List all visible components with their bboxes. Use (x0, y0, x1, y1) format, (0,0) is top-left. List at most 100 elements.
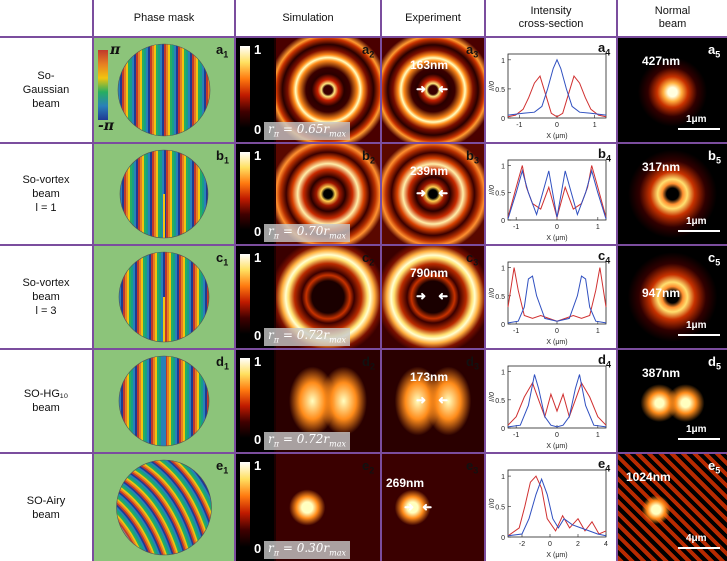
r-ratio-label-e: rπ = 0.30rmax (264, 541, 351, 559)
panel-label-b1: b1 (216, 148, 229, 166)
panel-label-b4: b4 (598, 146, 611, 164)
y-tick-label: 0 (501, 322, 505, 329)
panel-label-c5: c5 (708, 250, 721, 268)
x-tick-label: 1 (596, 432, 600, 439)
plot-frame (507, 261, 607, 325)
colorbar-top-b: 1 (254, 148, 262, 163)
normal-size-d: 387nm (642, 366, 681, 380)
row-label-b: So-vortex beam l = 1 (22, 174, 70, 214)
phase-top-label: π (110, 42, 121, 58)
header-experiment: Experiment (405, 11, 461, 24)
y-tick-label: 0.5 (495, 398, 505, 405)
y-tick-label: 1 (501, 474, 505, 481)
arrow-right-icon: ➜ (416, 82, 427, 96)
panel-label-a4: a4 (598, 40, 611, 58)
y-tick-label: 0 (501, 116, 505, 123)
intensity-chart-b4: 0 0.5 1 -1 0 1 I/I0 X (μm) (489, 159, 607, 242)
y-axis-label: I/I0 (489, 81, 496, 91)
intensity-chart-c4: 0 0.5 1 -1 0 1 I/I0 X (μm) (489, 261, 607, 346)
simulation-colorbar-e (240, 462, 250, 547)
grid-v2 (234, 0, 236, 561)
normal-beam-cell-d: d5 387nm 1μm (618, 350, 727, 452)
y-axis-label: I/I0 (489, 392, 496, 402)
scale-bar-b (678, 230, 720, 232)
experiment-cell-b: b3 239nm ➜ ➜ (382, 144, 484, 244)
header-simulation: Simulation (282, 11, 334, 24)
scale-bar-label-d: 1μm (686, 424, 707, 435)
x-axis-label: X (μm) (546, 443, 567, 450)
plot-frame (507, 469, 607, 538)
r-ratio-label-b: rπ = 0.70rmax (264, 224, 351, 242)
x-tick-label: 4 (604, 541, 608, 548)
y-axis-label: I/I0 (489, 185, 496, 195)
row-label-c: So-vortex beam l = 3 (22, 277, 70, 317)
simulation-colorbar-a (240, 46, 250, 128)
scale-bar-c (678, 334, 720, 336)
phase-mask-cell-c: c1 (94, 246, 234, 348)
experiment-size-d: 173nm (410, 370, 449, 384)
phase-mask-b (119, 149, 209, 239)
phase-mask-cell-a: a1 π -π (94, 38, 234, 142)
colorbar-bottom-a: 0 (254, 122, 262, 137)
y-tick-label: 0.5 (495, 87, 505, 94)
x-axis-label: X (μm) (546, 133, 567, 140)
intensity-cell-a: a4 0 0.5 1 -1 0 1 I/I0 X (μm) (486, 38, 616, 142)
intensity-cell-d: d4 0 0.5 1 -1 0 1 I/I0 X (μm) (486, 350, 616, 452)
y-tick-label: 0 (501, 535, 505, 542)
phase-mask-cell-d: d1 (94, 350, 234, 452)
normal-beam-image-e (618, 454, 727, 561)
phase-mask-d (118, 355, 210, 447)
intensity-cell-c: c4 0 0.5 1 -1 0 1 I/I0 X (μm) (486, 246, 616, 348)
normal-beam-cell-b: b5 317nm 1μm (618, 144, 727, 244)
y-tick-label: 1 (501, 370, 505, 377)
x-tick-label: 1 (593, 122, 597, 129)
normal-size-a: 427nm (642, 54, 681, 68)
panel-label-c4: c4 (598, 248, 611, 266)
x-tick-label: 0 (555, 432, 559, 439)
x-tick-label: -1 (513, 224, 519, 231)
colorbar-bottom-d: 0 (254, 432, 262, 447)
y-tick-label: 0.5 (495, 294, 505, 301)
phase-colorbar (98, 50, 108, 120)
intensity-cell-b: b4 0 0.5 1 -1 0 1 I/I0 X (μm) (486, 144, 616, 244)
phase-mask-cell-b: b1 (94, 144, 234, 244)
x-tick-label: -2 (519, 541, 525, 548)
panel-label-b5: b5 (708, 148, 721, 166)
y-tick-label: 0 (501, 218, 505, 225)
series-line-1 (507, 275, 607, 324)
scale-bar-e (678, 547, 720, 549)
panel-label-a1: a1 (216, 42, 229, 60)
panel-label-e4: e4 (598, 456, 611, 474)
x-axis-label: X (μm) (546, 552, 567, 559)
normal-beam-image-a (618, 38, 727, 142)
normal-size-e: 1024nm (626, 470, 671, 484)
r-ratio-label-a: rπ = 0.65rmax (264, 122, 351, 140)
row-label-d: SO-HG₁₀ beam (23, 388, 69, 414)
normal-beam-cell-a: a5 427nm 1μm (618, 38, 727, 142)
panel-label-c3: c3 (466, 250, 479, 268)
experiment-cell-a: a3 163nm ➜ ➜ (382, 38, 484, 142)
header-intensity: Intensity cross-section (518, 5, 584, 30)
panel-label-e3: e3 (466, 458, 479, 476)
panel-label-a3: a3 (466, 42, 479, 60)
panel-label-d4: d4 (598, 352, 611, 370)
intensity-chart-d4: 0 0.5 1 -1 0 1 I/I0 X (μm) (489, 365, 607, 450)
series-line-0 (507, 475, 607, 537)
panel-label-b2: b2 (362, 148, 375, 166)
phase-mask-e (116, 459, 212, 556)
x-tick-label: -1 (513, 328, 519, 335)
normal-beam-image-d (618, 350, 727, 452)
colorbar-bottom-b: 0 (254, 224, 262, 239)
y-tick-label: 0.5 (495, 191, 505, 198)
panel-label-d1: d1 (216, 354, 229, 372)
scale-bar-label-b: 1μm (686, 216, 707, 227)
colorbar-top-a: 1 (254, 42, 262, 57)
arrow-right-icon: ➜ (404, 499, 415, 514)
y-tick-label: 1 (501, 163, 505, 170)
series-line-0 (507, 75, 607, 118)
experiment-size-a: 163nm (410, 58, 449, 72)
grid-h1 (0, 142, 727, 144)
arrow-right-icon: ➜ (416, 393, 427, 407)
arrow-right-icon: ➜ (416, 289, 427, 303)
colorbar-top-c: 1 (254, 250, 262, 265)
